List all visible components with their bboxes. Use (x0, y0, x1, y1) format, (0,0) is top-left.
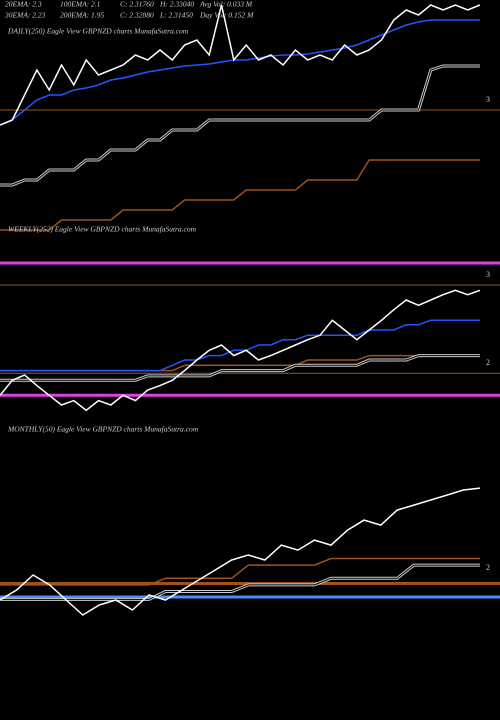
panel-title: WEEKLY(252) Eagle View GBPNZD charts Mun… (8, 225, 197, 234)
header-stat: 200EMA: 1.95 (60, 11, 104, 20)
panel-title: MONTHLY(50) Eagle View GBPNZD charts Mun… (7, 425, 199, 434)
header-stat: L: 2.31450 (159, 11, 193, 20)
series-line (0, 159, 480, 231)
header-stat: 100EMA: 2.1 (60, 0, 100, 9)
series-line (0, 4, 481, 126)
series-line-inner (0, 355, 480, 381)
series-line (0, 557, 480, 586)
y-tick-label: 2 (486, 563, 490, 572)
series-line (0, 487, 481, 616)
series-line (0, 19, 480, 126)
series-line-outer (0, 64, 480, 187)
header-stat: 20EMA: 2.3 (5, 0, 42, 9)
panel-title: DAILY(250) Eagle View GBPNZD charts Muna… (7, 27, 189, 36)
y-tick-label: 3 (486, 270, 490, 279)
y-tick-label: 3 (486, 95, 490, 104)
series-line-inner (0, 65, 480, 186)
y-tick-label: 2 (486, 358, 490, 367)
series-line (0, 289, 481, 412)
header-stat: H: 2.33040 (159, 0, 194, 9)
series-line (0, 319, 480, 372)
header: 20EMA: 2.3 100EMA: 2.1 C: 2.31760 H: 2.3… (4, 0, 254, 20)
header-stat: C: 2.31760 (120, 0, 154, 9)
series-line-inner (0, 564, 480, 600)
header-stat: C: 2.32880 (120, 11, 154, 20)
header-stat: Day Vol: 0.152 M (199, 11, 254, 20)
header-stat: Avg Vol: 0.033 M (199, 0, 253, 9)
header-stat: 30EMA: 2.23 (4, 11, 46, 20)
